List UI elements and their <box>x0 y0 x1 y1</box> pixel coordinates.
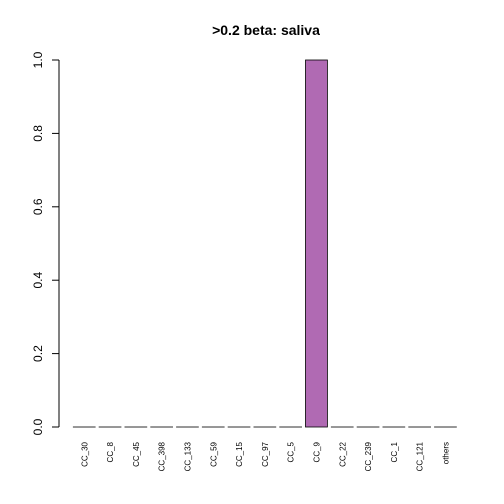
x-category-label: CC_133 <box>183 441 192 471</box>
y-tick-label: 0.2 <box>31 345 45 362</box>
y-tick-label: 0.6 <box>31 198 45 215</box>
x-category-label: CC_398 <box>158 441 167 471</box>
x-category-label: CC_9 <box>312 441 321 462</box>
chart-title: >0.2 beta: saliva <box>212 22 320 38</box>
x-category-label: CC_239 <box>364 441 373 471</box>
y-tick-label: 0.0 <box>31 418 45 435</box>
y-axis: 0.0 0.2 0.4 0.6 0.8 1.0 <box>31 51 60 435</box>
x-category-label: CC_30 <box>80 441 89 466</box>
x-category-label: others <box>441 442 450 464</box>
x-category-label: CC_15 <box>235 441 244 466</box>
x-category-label: CC_45 <box>132 441 141 466</box>
x-category-label: CC_8 <box>106 441 115 462</box>
x-category-label: CC_1 <box>390 441 399 462</box>
bar-cc-9 <box>305 59 328 428</box>
x-category-label: CC_121 <box>416 441 425 471</box>
x-category-label: CC_5 <box>287 441 296 462</box>
y-tick-label: 0.8 <box>31 125 45 142</box>
x-category-label: CC_22 <box>338 441 347 466</box>
x-category-label: CC_59 <box>209 441 218 466</box>
x-axis-labels: CC_30 CC_8 CC_45 CC_398 CC_133 CC_59 CC_15 CC_9… <box>80 441 450 471</box>
x-category-label: CC_97 <box>261 441 270 466</box>
bars <box>72 59 457 428</box>
y-tick-label: 0.4 <box>31 272 45 289</box>
y-tick-label: 1.0 <box>31 51 45 68</box>
